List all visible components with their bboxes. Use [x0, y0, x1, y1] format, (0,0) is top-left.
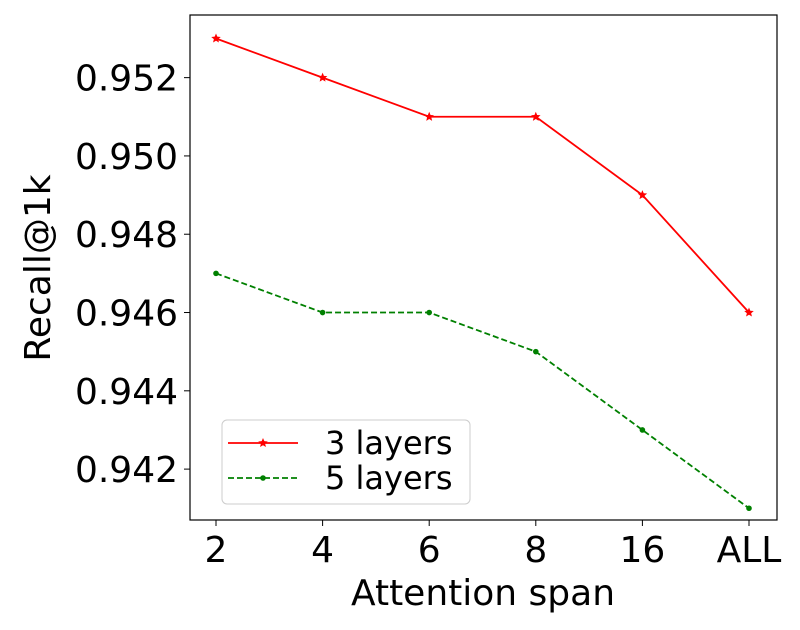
- legend-box: [221, 419, 471, 505]
- legend-label-1: 3 layers: [325, 424, 452, 462]
- data-point: [426, 309, 433, 316]
- data-point: [319, 309, 326, 316]
- y-axis-label: Recall@1k: [18, 174, 59, 361]
- y-tick-label: 0.950: [75, 137, 178, 178]
- series-line-1: [215, 37, 750, 314]
- series-line-2: [215, 272, 750, 509]
- x-tick-label: 16: [619, 530, 665, 571]
- y-tick-label: 0.952: [75, 59, 178, 100]
- legend-marker-2: [260, 475, 266, 481]
- y-tick-label: 0.942: [75, 450, 178, 491]
- x-tick-label: 2: [205, 530, 228, 571]
- y-tick-label: 0.944: [75, 372, 178, 413]
- x-tick-label: 6: [418, 530, 441, 571]
- data-point: [424, 111, 434, 121]
- data-point: [744, 307, 754, 317]
- data-point: [213, 270, 219, 277]
- data-point: [533, 348, 539, 355]
- x-tick-label: 8: [524, 530, 547, 571]
- x-axis: 2 4 6 8 16 ALL: [205, 520, 782, 571]
- plot-marks: [211, 33, 754, 512]
- data-point: [637, 190, 648, 200]
- data-point: [211, 33, 221, 43]
- y-tick-label: 0.948: [75, 215, 178, 256]
- data-point: [531, 111, 541, 121]
- y-axis: 0.942 0.944 0.946 0.948 0.950 0.952: [75, 59, 190, 491]
- legend-label-2: 5 layers: [325, 459, 452, 497]
- data-point: [639, 427, 646, 433]
- data-point: [317, 72, 328, 82]
- x-tick-label: 4: [311, 530, 334, 571]
- y-tick-label: 0.946: [75, 294, 178, 335]
- x-axis-label: Attention span: [351, 573, 615, 614]
- legend-marker-1: [258, 438, 268, 448]
- plot-frame: [189, 14, 778, 521]
- x-tick-label: ALL: [717, 530, 782, 571]
- data-point: [746, 505, 752, 512]
